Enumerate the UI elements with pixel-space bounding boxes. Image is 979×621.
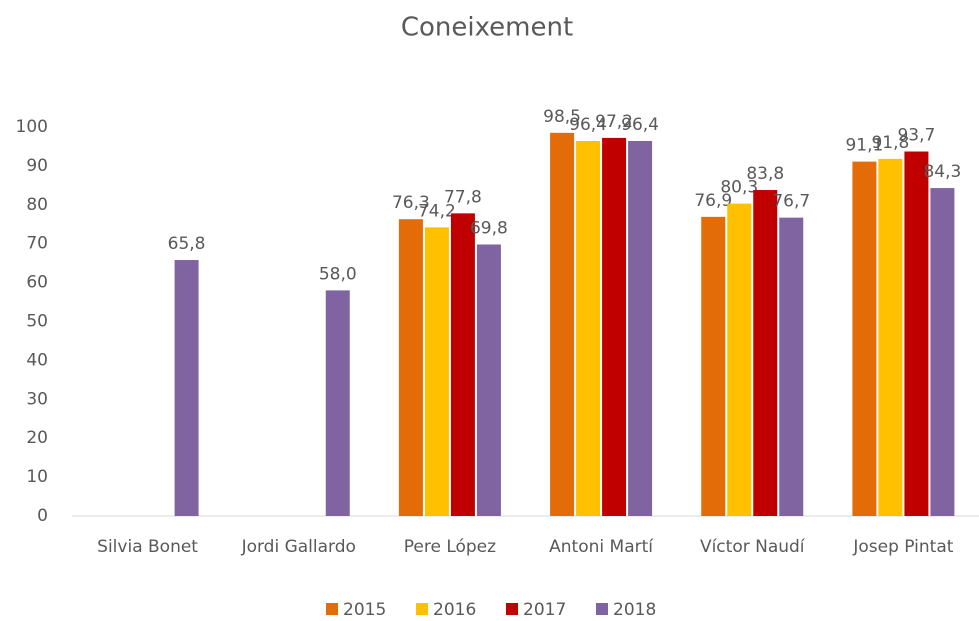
bar <box>602 137 627 516</box>
bar <box>476 244 501 516</box>
bar <box>930 188 955 516</box>
y-tick-label: 10 <box>26 467 48 487</box>
y-tick-label: 40 <box>26 350 48 370</box>
value-label: 74,2 <box>418 201 456 221</box>
legend-swatch <box>506 603 518 615</box>
y-tick-label: 20 <box>26 428 48 448</box>
value-label: 58,0 <box>319 264 357 284</box>
value-label: 98,5 <box>543 107 581 127</box>
x-tick-label: Pere López <box>404 537 496 557</box>
bar <box>779 217 804 516</box>
value-label: 91,1 <box>845 136 883 156</box>
y-tick-label: 70 <box>26 234 48 254</box>
bar <box>450 213 475 516</box>
value-label: 76,9 <box>694 191 732 211</box>
x-tick-label: Víctor Naudí <box>700 537 806 557</box>
value-label: 77,8 <box>444 187 482 207</box>
value-label: 76,3 <box>392 193 430 213</box>
legend-label: 2015 <box>343 600 386 620</box>
value-label: 76,7 <box>772 192 810 212</box>
y-tick-label: 50 <box>26 312 48 332</box>
bar <box>852 161 877 516</box>
legend-label: 2018 <box>613 600 656 620</box>
y-tick-label: 30 <box>26 389 48 409</box>
legend-swatch <box>326 603 338 615</box>
value-label: 69,8 <box>470 218 508 238</box>
chart-title: Coneixement <box>401 13 573 43</box>
y-tick-label: 60 <box>26 273 48 293</box>
bar <box>878 158 903 516</box>
bar <box>701 216 726 516</box>
x-tick-label: Antoni Martí <box>549 537 654 557</box>
value-label: 84,3 <box>923 162 961 182</box>
bar <box>727 203 752 516</box>
value-label: 96,4 <box>621 115 659 135</box>
value-label: 91,8 <box>871 133 909 153</box>
y-tick-label: 0 <box>37 506 48 526</box>
value-label: 83,8 <box>746 164 784 184</box>
x-tick-label: Jordi Gallardo <box>241 537 356 557</box>
bar <box>753 190 778 516</box>
legend-label: 2017 <box>523 600 566 620</box>
bar <box>398 219 423 516</box>
y-tick-label: 80 <box>26 195 48 215</box>
y-tick-label: 90 <box>26 156 48 176</box>
y-tick-label: 100 <box>16 117 48 137</box>
value-label: 80,3 <box>720 178 758 198</box>
bar <box>174 260 199 516</box>
legend-label: 2016 <box>433 600 476 620</box>
bar <box>424 227 449 516</box>
x-tick-label: Josep Pintat <box>852 537 953 557</box>
value-label: 96,4 <box>569 115 607 135</box>
bar <box>325 290 350 516</box>
legend-swatch <box>416 603 428 615</box>
bar <box>628 141 653 516</box>
legend-swatch <box>596 603 608 615</box>
value-label: 93,7 <box>897 126 935 146</box>
value-label: 97,2 <box>595 112 633 132</box>
bar <box>550 132 575 516</box>
value-label: 65,8 <box>168 234 206 254</box>
bar <box>576 141 601 516</box>
bar <box>904 151 929 516</box>
x-tick-label: Silvia Bonet <box>97 537 198 557</box>
